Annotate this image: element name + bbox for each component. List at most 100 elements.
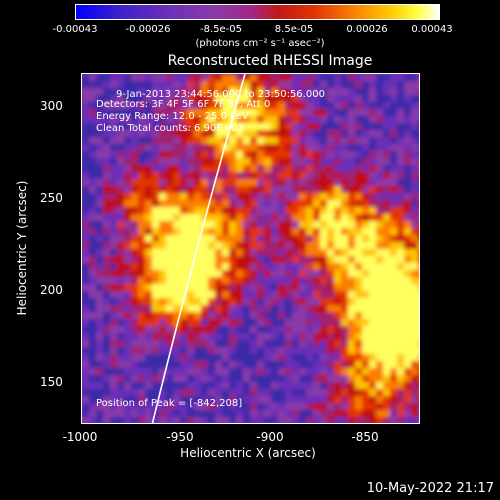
heatmap-cell — [383, 312, 391, 320]
heatmap-cell — [250, 151, 258, 159]
heatmap-cell — [166, 158, 174, 166]
heatmap-cell — [264, 235, 272, 243]
heatmap-cell — [348, 221, 356, 229]
heatmap-cell — [369, 179, 377, 187]
heatmap-cell — [369, 291, 377, 299]
heatmap-cell — [348, 102, 356, 110]
heatmap-cell — [117, 151, 125, 159]
heatmap-cell — [369, 298, 377, 306]
heatmap-cell — [355, 221, 363, 229]
heatmap-cell — [285, 200, 293, 208]
heatmap-cell — [152, 186, 160, 194]
heatmap-cell — [411, 396, 419, 404]
heatmap-cell — [355, 326, 363, 334]
heatmap-cell — [418, 95, 419, 103]
heatmap-cell — [341, 179, 349, 187]
heatmap-cell — [264, 347, 272, 355]
heatmap-cell — [257, 403, 265, 411]
heatmap-cell — [222, 116, 230, 124]
heatmap-cell — [397, 179, 405, 187]
heatmap-cell — [96, 319, 104, 327]
heatmap-cell — [180, 326, 188, 334]
heatmap-cell — [96, 158, 104, 166]
heatmap-cell — [348, 193, 356, 201]
heatmap-cell — [89, 305, 97, 313]
heatmap-cell — [306, 137, 314, 145]
heatmap-cell — [159, 214, 167, 222]
heatmap-cell — [215, 389, 223, 397]
heatmap-cell — [285, 375, 293, 383]
heatmap-cell — [82, 137, 90, 145]
heatmap-cell — [180, 172, 188, 180]
heatmap-cell — [341, 158, 349, 166]
heatmap-cell — [201, 305, 209, 313]
heatmap-cell — [236, 130, 244, 138]
heatmap-cell — [131, 396, 139, 404]
heatmap-cell — [187, 284, 195, 292]
heatmap-cell — [334, 403, 342, 411]
heatmap-cell — [201, 270, 209, 278]
heatmap-cell — [96, 242, 104, 250]
heatmap-cell — [383, 200, 391, 208]
heatmap-cell — [369, 137, 377, 145]
heatmap-cell — [404, 144, 412, 152]
heatmap-cell — [124, 186, 132, 194]
heatmap-cell — [264, 109, 272, 117]
heatmap-cell — [236, 179, 244, 187]
heatmap-cell — [397, 417, 405, 423]
heatmap-cell — [159, 116, 167, 124]
heatmap-cell — [250, 186, 258, 194]
heatmap-cell — [292, 249, 300, 257]
heatmap-cell — [362, 200, 370, 208]
heatmap-cell — [257, 158, 265, 166]
heatmap-cell — [96, 291, 104, 299]
heatmap-cell — [138, 228, 146, 236]
heatmap-cell — [159, 382, 167, 390]
heatmap-cell — [250, 193, 258, 201]
heatmap-cell — [257, 249, 265, 257]
heatmap-cell — [124, 207, 132, 215]
heatmap-cell — [208, 319, 216, 327]
heatmap-cell — [418, 228, 419, 236]
heatmap-cell — [138, 165, 146, 173]
heatmap-cell — [292, 130, 300, 138]
heatmap-cell — [138, 214, 146, 222]
heatmap-cell — [334, 319, 342, 327]
heatmap-cell — [180, 340, 188, 348]
heatmap-cell — [187, 186, 195, 194]
heatmap-cell — [124, 305, 132, 313]
heatmap-cell — [376, 200, 384, 208]
heatmap-cell — [138, 95, 146, 103]
heatmap-cell — [82, 242, 90, 250]
heatmap-cell — [145, 88, 153, 96]
heatmap-cell — [124, 172, 132, 180]
heatmap-cell — [313, 305, 321, 313]
heatmap-cell — [117, 179, 125, 187]
heatmap-cell — [152, 333, 160, 341]
heatmap-cell — [362, 172, 370, 180]
heatmap-cell — [271, 235, 279, 243]
heatmap-cell — [110, 389, 118, 397]
heatmap-cell — [159, 179, 167, 187]
heatmap-cell — [320, 228, 328, 236]
heatmap-cell — [187, 319, 195, 327]
heatmap-cell — [278, 368, 286, 376]
heatmap-cell — [355, 214, 363, 222]
heatmap-cell — [341, 284, 349, 292]
heatmap-cell — [103, 235, 111, 243]
heatmap-cell — [313, 137, 321, 145]
heatmap-cell — [362, 403, 370, 411]
heatmap-cell — [208, 354, 216, 362]
heatmap-cell — [369, 130, 377, 138]
heatmap-cell — [152, 109, 160, 117]
heatmap-cell — [313, 186, 321, 194]
heatmap-cell — [320, 221, 328, 229]
heatmap-cell — [320, 116, 328, 124]
heatmap-cell — [173, 179, 181, 187]
heatmap-cell — [264, 172, 272, 180]
heatmap-cell — [222, 382, 230, 390]
heatmap-cell — [397, 347, 405, 355]
heatmap-cell — [327, 368, 335, 376]
heatmap-cell — [229, 340, 237, 348]
heatmap-cell — [257, 375, 265, 383]
